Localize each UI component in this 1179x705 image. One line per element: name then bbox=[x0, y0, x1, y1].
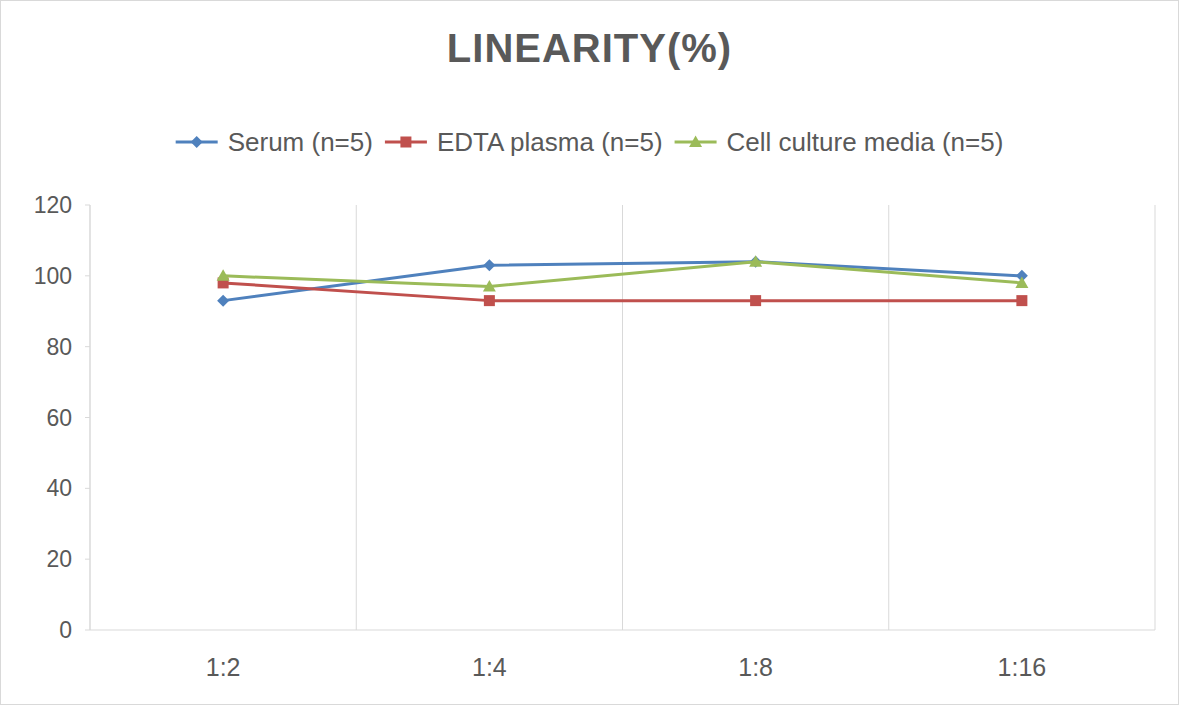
data-point bbox=[1015, 276, 1028, 288]
data-point bbox=[484, 295, 495, 306]
chart: LINEARITY(%) 0 20 40 60 80 100 120 1:2 1:4 1:8 1:16… bbox=[0, 0, 1179, 705]
series-line bbox=[223, 283, 1022, 301]
legend-label: EDTA plasma (n=5) bbox=[437, 127, 663, 157]
tick-mark bbox=[85, 630, 90, 631]
grid-line bbox=[622, 205, 623, 630]
x-tick-label: 1:2 bbox=[206, 653, 241, 681]
data-point bbox=[750, 295, 761, 306]
data-point bbox=[483, 280, 496, 292]
y-tick-label: 80 bbox=[46, 334, 72, 360]
tick-mark bbox=[85, 488, 90, 489]
plot-area bbox=[217, 255, 1029, 306]
data-point bbox=[217, 295, 229, 307]
tick-mark bbox=[85, 205, 90, 206]
tick-mark bbox=[85, 417, 90, 418]
x-tick-label: 1:4 bbox=[472, 653, 507, 681]
legend: Serum (n=5) EDTA plasma (n=5) Cell culture… bbox=[176, 127, 1004, 157]
y-tick-label: 20 bbox=[46, 546, 72, 572]
y-axis bbox=[90, 205, 91, 630]
legend-marker bbox=[689, 136, 702, 148]
series-line bbox=[223, 262, 1022, 287]
tick-mark bbox=[85, 346, 90, 347]
grid-line bbox=[90, 205, 91, 630]
y-tick-label: 120 bbox=[34, 192, 72, 218]
data-point bbox=[1016, 295, 1027, 306]
legend-marker bbox=[191, 136, 203, 148]
grid-line bbox=[356, 205, 357, 630]
tick-mark bbox=[85, 275, 90, 276]
data-point bbox=[217, 269, 230, 281]
title: LINEARITY(%) bbox=[447, 26, 732, 70]
x-tick-label: 1:16 bbox=[998, 653, 1047, 681]
y-tick-label: 100 bbox=[34, 263, 72, 289]
background bbox=[1, 1, 1179, 705]
x-tick-label: 1:8 bbox=[738, 653, 773, 681]
x-axis bbox=[90, 630, 1155, 631]
legend-marker bbox=[400, 137, 411, 148]
tick-mark bbox=[85, 559, 90, 560]
y-tick-label: 60 bbox=[46, 405, 72, 431]
legend-label: Cell culture media (n=5) bbox=[727, 127, 1004, 157]
grid-line bbox=[1155, 205, 1156, 630]
series-line bbox=[223, 262, 1022, 301]
data-point bbox=[749, 255, 762, 266]
y-tick-label: 40 bbox=[46, 475, 72, 501]
data-point bbox=[483, 259, 495, 271]
legend-label: Serum (n=5) bbox=[228, 127, 373, 157]
y-tick-label: 0 bbox=[59, 617, 72, 643]
